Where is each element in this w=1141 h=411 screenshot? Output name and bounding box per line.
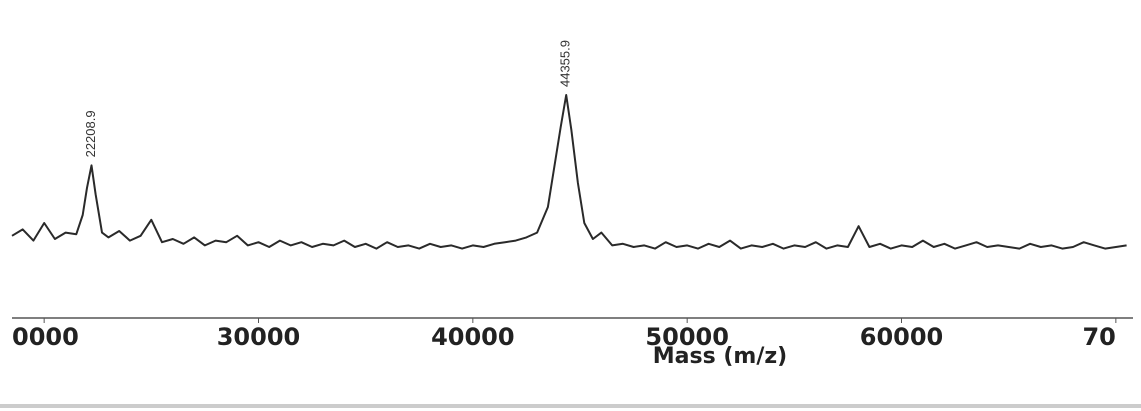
peak-label: 22208.9 <box>83 110 98 157</box>
x-tick-label: 30000 <box>217 323 301 351</box>
x-tick-label: 50000 <box>645 323 729 351</box>
x-tick-label: 0000 <box>12 323 79 351</box>
peak-label: 44355.9 <box>558 40 573 87</box>
x-axis-label: Mass (m/z) <box>653 344 787 369</box>
spectrum-line <box>11 94 1127 250</box>
x-tick-label: 60000 <box>860 323 944 351</box>
x-tick-label: 70 <box>1082 323 1115 351</box>
x-tick-label: 40000 <box>431 323 515 351</box>
